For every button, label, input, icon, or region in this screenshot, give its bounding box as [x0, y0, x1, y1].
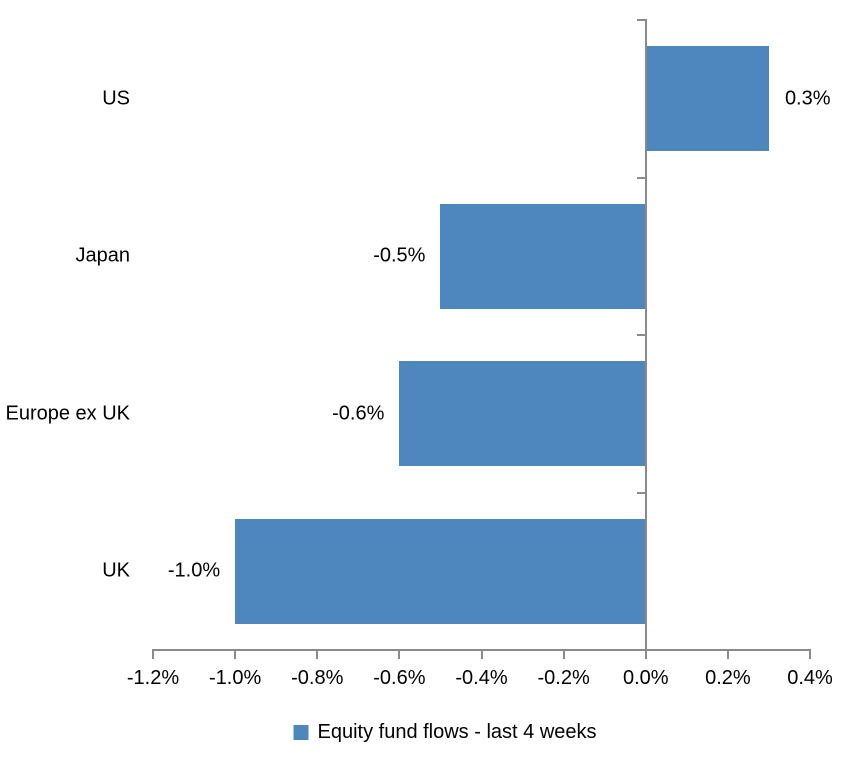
legend-label: Equity fund flows - last 4 weeks	[317, 720, 597, 743]
category-label-europe-ex-uk: Europe ex UK	[5, 402, 130, 425]
y-axis-tick	[636, 19, 645, 21]
x-tick-label: 0.4%	[787, 667, 833, 689]
category-label-us: US	[102, 87, 130, 110]
bar-uk	[235, 518, 646, 624]
x-tick-label: -0.4%	[455, 667, 508, 689]
x-axis-tick	[152, 651, 154, 659]
x-axis-tick	[398, 651, 401, 659]
x-axis-tick	[644, 651, 647, 659]
bar-japan	[440, 203, 646, 309]
x-axis-tick	[809, 651, 811, 659]
data-label-japan: -0.5%	[373, 244, 426, 267]
x-tick-label: 0.2%	[705, 667, 751, 689]
x-axis-tick	[726, 651, 729, 659]
category-label-japan: Japan	[75, 244, 131, 267]
x-tick-label: 0.0%	[622, 667, 669, 689]
legend: Equity fund flows - last 4 weeks	[293, 719, 597, 745]
x-axis-tick	[316, 651, 319, 659]
x-axis-line	[152, 649, 811, 651]
y-axis-line	[644, 19, 647, 659]
x-axis-tick	[234, 651, 237, 659]
y-axis-tick	[636, 649, 645, 651]
y-axis-tick	[636, 334, 645, 336]
x-tick-label: -0.6%	[373, 667, 426, 689]
data-label-europe-ex-uk: -0.6%	[332, 402, 385, 425]
data-label-uk: -1.0%	[167, 559, 221, 582]
legend-square-marker	[293, 724, 309, 740]
x-tick-label: -1.2%	[126, 667, 180, 689]
bar-us	[645, 46, 769, 152]
y-axis-tick	[636, 176, 645, 179]
x-tick-label: -0.2%	[537, 667, 590, 689]
y-axis-tick	[636, 491, 645, 494]
x-axis-tick	[480, 651, 483, 659]
x-tick-label: -1.0%	[209, 667, 262, 689]
category-label-uk: UK	[102, 559, 130, 582]
x-tick-label: -0.8%	[291, 667, 344, 689]
bar-europe-ex-uk	[399, 361, 646, 467]
data-label-us: 0.3%	[784, 87, 831, 110]
x-axis-tick	[562, 651, 565, 659]
